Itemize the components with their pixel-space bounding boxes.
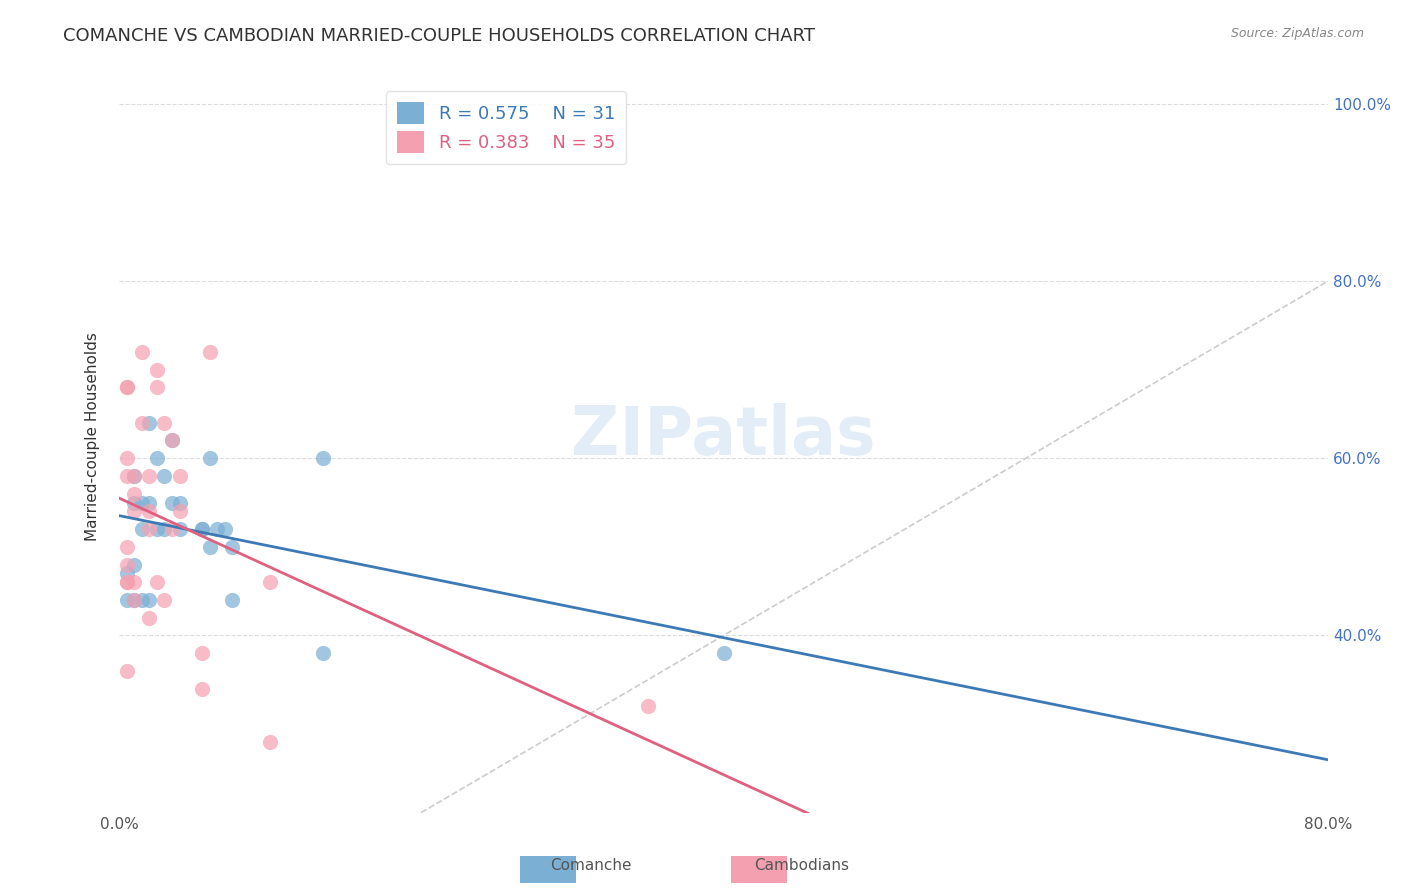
Point bbox=[146, 522, 169, 536]
Point bbox=[115, 575, 138, 590]
Point bbox=[169, 495, 191, 509]
Point bbox=[312, 646, 335, 660]
Point bbox=[138, 504, 160, 518]
Point bbox=[146, 451, 169, 466]
Point bbox=[153, 416, 176, 430]
Point bbox=[138, 469, 160, 483]
Point bbox=[115, 451, 138, 466]
Point bbox=[115, 593, 138, 607]
Point bbox=[122, 469, 145, 483]
Point bbox=[122, 575, 145, 590]
Point bbox=[131, 416, 153, 430]
Point bbox=[115, 469, 138, 483]
Point bbox=[131, 593, 153, 607]
Point bbox=[153, 469, 176, 483]
Point bbox=[153, 593, 176, 607]
Point bbox=[122, 593, 145, 607]
Point bbox=[169, 522, 191, 536]
Point bbox=[115, 380, 138, 394]
Point bbox=[259, 575, 281, 590]
Point bbox=[160, 434, 183, 448]
Point bbox=[131, 345, 153, 359]
Point bbox=[115, 575, 138, 590]
Point bbox=[259, 734, 281, 748]
Point bbox=[138, 495, 160, 509]
Point bbox=[207, 522, 229, 536]
Point bbox=[131, 522, 153, 536]
Point bbox=[146, 380, 169, 394]
Text: Comanche: Comanche bbox=[550, 858, 631, 872]
Point bbox=[191, 681, 214, 696]
Point bbox=[115, 540, 138, 554]
Point bbox=[115, 380, 138, 394]
Point bbox=[138, 416, 160, 430]
Point bbox=[160, 522, 183, 536]
Legend: R = 0.575    N = 31, R = 0.383    N = 35: R = 0.575 N = 31, R = 0.383 N = 35 bbox=[387, 91, 626, 164]
Point bbox=[115, 558, 138, 572]
Text: ZIPatlas: ZIPatlas bbox=[571, 403, 876, 469]
Point bbox=[312, 451, 335, 466]
Point bbox=[160, 495, 183, 509]
Point bbox=[169, 469, 191, 483]
Point bbox=[191, 522, 214, 536]
Point bbox=[115, 664, 138, 678]
Point bbox=[214, 522, 236, 536]
Point bbox=[138, 610, 160, 624]
Point bbox=[131, 495, 153, 509]
Text: COMANCHE VS CAMBODIAN MARRIED-COUPLE HOUSEHOLDS CORRELATION CHART: COMANCHE VS CAMBODIAN MARRIED-COUPLE HOU… bbox=[63, 27, 815, 45]
Point bbox=[138, 593, 160, 607]
Point bbox=[713, 646, 735, 660]
Point bbox=[191, 522, 214, 536]
Point bbox=[198, 345, 221, 359]
Point bbox=[122, 495, 145, 509]
Point bbox=[198, 451, 221, 466]
Point bbox=[146, 575, 169, 590]
Y-axis label: Married-couple Households: Married-couple Households bbox=[86, 332, 100, 541]
Point bbox=[153, 522, 176, 536]
Point bbox=[160, 434, 183, 448]
Point bbox=[198, 540, 221, 554]
Point bbox=[146, 362, 169, 376]
Point bbox=[637, 699, 659, 714]
Point bbox=[221, 540, 243, 554]
Point bbox=[122, 593, 145, 607]
Point bbox=[191, 646, 214, 660]
Point bbox=[122, 469, 145, 483]
Point bbox=[122, 558, 145, 572]
Point bbox=[169, 504, 191, 518]
Point bbox=[221, 593, 243, 607]
Point bbox=[122, 486, 145, 500]
Point bbox=[122, 504, 145, 518]
Text: Cambodians: Cambodians bbox=[754, 858, 849, 872]
Point bbox=[138, 522, 160, 536]
Point bbox=[115, 566, 138, 581]
Text: Source: ZipAtlas.com: Source: ZipAtlas.com bbox=[1230, 27, 1364, 40]
